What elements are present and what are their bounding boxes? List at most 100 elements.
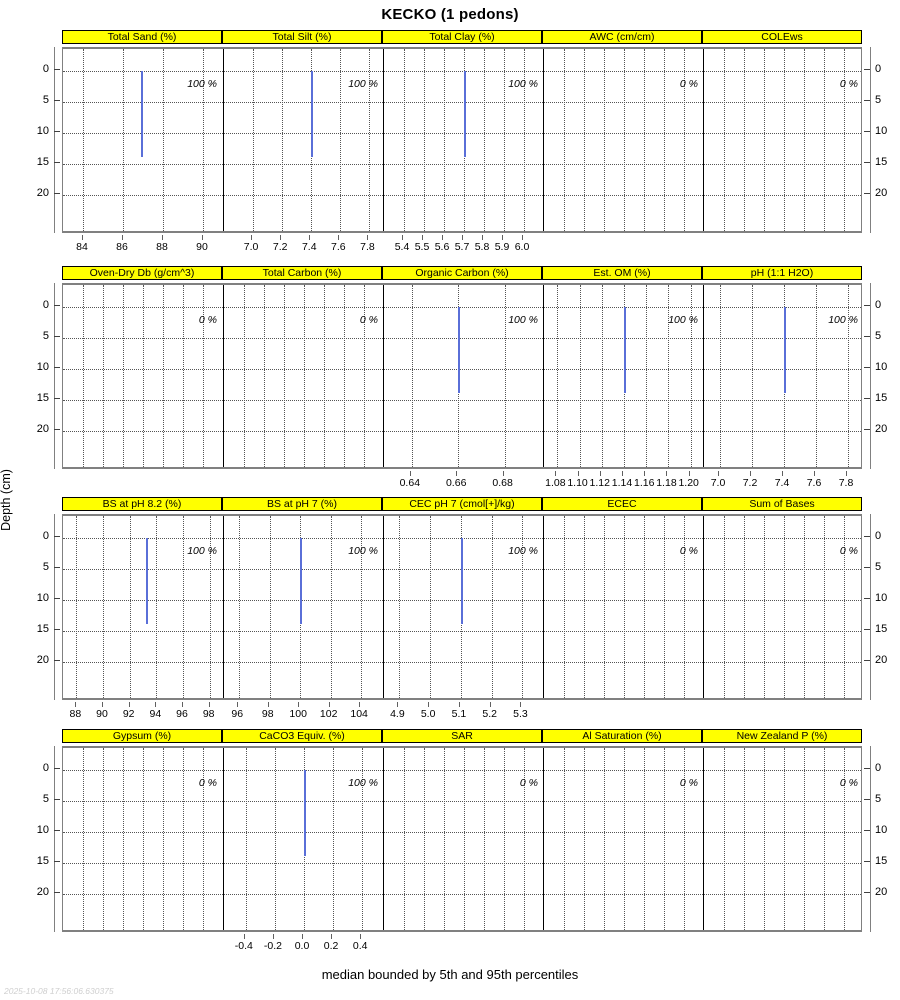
value-gridline <box>103 748 104 930</box>
panel-3-4: 0 % <box>543 516 703 698</box>
depth-tick-label: 20 <box>36 186 49 199</box>
value-gridline <box>824 748 825 930</box>
value-gridline <box>123 49 124 231</box>
x-tick <box>298 702 300 707</box>
depth-tick <box>864 397 870 399</box>
x-tick-label: -0.2 <box>263 940 282 952</box>
panel-4-1: 0 % <box>63 748 223 930</box>
value-gridline <box>744 516 745 698</box>
depth-tick <box>864 335 870 337</box>
depth-tick-label: 15 <box>36 155 49 168</box>
x-tick <box>750 471 751 476</box>
panel-pct-label-3-3: 100 % <box>508 544 538 557</box>
value-gridline <box>143 748 144 930</box>
depth-tick-label: 0 <box>42 761 49 774</box>
value-gridline <box>764 748 765 930</box>
plot-area-row-2: 0 % 0 % 100 % 100 % 100 % <box>62 283 862 469</box>
depth-tick <box>54 829 60 831</box>
value-gridline <box>844 49 845 231</box>
value-gridline <box>304 748 305 930</box>
x-tick <box>666 471 668 476</box>
depth-tick <box>864 192 870 194</box>
panel-header-3-1: BS at pH 8.2 (%) <box>62 497 222 511</box>
depth-tick-label: 5 <box>875 560 882 573</box>
median-depth-line <box>145 537 148 625</box>
footer-caption: median bounded by 5th and 95th percentil… <box>321 967 579 982</box>
value-gridline <box>644 748 645 930</box>
depth-gridline <box>63 163 861 165</box>
value-gridline <box>203 748 204 930</box>
value-gridline <box>684 748 685 930</box>
x-tick-label: 1.18 <box>656 477 677 489</box>
panel-header-3-3: CEC pH 7 (cmol[+]/kg) <box>382 497 542 511</box>
panel-pct-label-2-5: 100 % <box>828 313 858 326</box>
value-gridline <box>664 516 665 698</box>
x-tick <box>280 235 282 240</box>
value-gridline <box>744 748 745 930</box>
value-gridline <box>244 285 245 467</box>
depth-gridline <box>63 537 861 539</box>
x-tick <box>328 702 330 707</box>
x-tick <box>520 702 522 707</box>
value-gridline <box>624 49 625 231</box>
x-tick <box>155 702 157 707</box>
panel-4-4: 0 % <box>543 748 703 930</box>
value-gridline <box>848 285 849 467</box>
depth-tick <box>864 767 870 769</box>
value-gridline <box>624 516 625 698</box>
depth-tick <box>864 366 870 368</box>
value-gridline <box>123 285 124 467</box>
value-gridline <box>784 516 785 698</box>
x-tick <box>409 471 411 476</box>
value-gridline <box>690 285 692 467</box>
depth-tick <box>864 130 870 132</box>
depth-tick <box>864 860 870 862</box>
panel-header-4-5: New Zealand P (%) <box>702 729 862 743</box>
value-gridline <box>264 285 265 467</box>
x-tick-label: 96 <box>231 708 244 720</box>
value-gridline <box>163 49 164 231</box>
value-gridline <box>444 49 445 231</box>
x-tick <box>102 702 103 707</box>
depth-tick-label: 15 <box>875 155 888 168</box>
value-gridline <box>156 516 158 698</box>
plot-area-row-4: 0 % 100 % 0 % 0 % 0 % <box>62 746 862 932</box>
value-gridline <box>83 748 84 930</box>
value-gridline <box>269 516 271 698</box>
x-tick <box>162 235 163 240</box>
panel-pct-label-2-1: 0 % <box>198 313 217 326</box>
median-depth-line <box>300 537 303 625</box>
value-gridline <box>644 49 645 231</box>
depth-tick <box>54 335 60 337</box>
value-gridline <box>804 49 805 231</box>
value-gridline <box>430 516 432 698</box>
value-gridline <box>816 285 817 467</box>
x-tick-label: 1.16 <box>634 477 655 489</box>
value-gridline <box>646 285 648 467</box>
x-tick <box>202 235 203 240</box>
x-tick <box>502 471 504 476</box>
value-gridline <box>364 285 365 467</box>
x-tick-label: 1.20 <box>678 477 699 489</box>
value-gridline <box>362 748 364 930</box>
median-depth-line <box>304 769 306 857</box>
panel-pct-label-4-3: 0 % <box>519 776 538 789</box>
value-gridline <box>720 285 721 467</box>
render-timestamp: 2025-10-08 17:56:06.630375 <box>4 986 114 996</box>
value-gridline <box>824 49 825 231</box>
depth-axis-spine <box>870 283 871 469</box>
value-gridline <box>458 285 460 467</box>
value-gridline <box>584 748 585 930</box>
depth-tick-label: 0 <box>875 529 882 542</box>
panel-header-3-2: BS at pH 7 (%) <box>222 497 382 511</box>
value-gridline <box>564 516 565 698</box>
panel-pct-label-4-5: 0 % <box>839 776 858 789</box>
x-tick-label: 0.0 <box>294 940 310 952</box>
depth-axis-spine <box>54 514 55 700</box>
x-tick <box>237 702 239 707</box>
x-tick <box>360 934 362 939</box>
x-tick-label: 5.2 <box>482 708 497 720</box>
